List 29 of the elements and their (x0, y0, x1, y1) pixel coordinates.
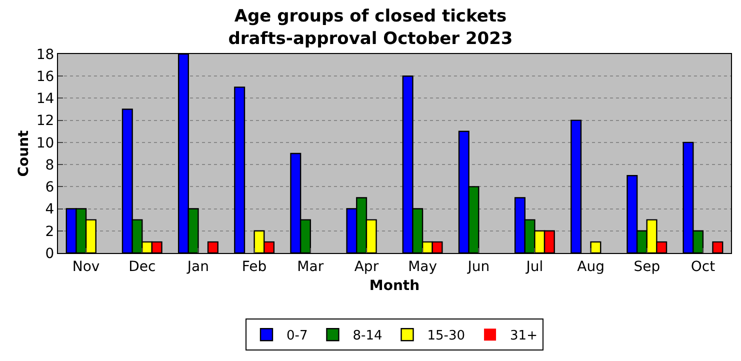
legend-label: 15-30 (427, 328, 466, 344)
x-tick-label: Feb (242, 258, 267, 275)
y-tick-label: 0 (45, 246, 54, 262)
y-tick-label: 10 (36, 135, 54, 152)
x-tick-label: Nov (72, 258, 100, 275)
x-tick-label: Apr (354, 258, 379, 275)
x-tick-label: May (408, 258, 438, 275)
chart-title: Age groups of closed tickets drafts-approval October 2023 (228, 6, 513, 49)
x-tick-label: Aug (577, 258, 604, 275)
y-tick-label: 8 (45, 157, 54, 174)
x-tick-label: Jun (466, 258, 490, 275)
x-tick-label: Jan (186, 258, 210, 275)
y-axis-title: Count (16, 130, 32, 177)
x-axis-title: Month (369, 278, 420, 294)
legend-label: 31+ (510, 328, 538, 344)
y-tick-label: 2 (45, 224, 54, 240)
legend-label: 8-14 (352, 328, 382, 344)
y-tick-label: 6 (45, 180, 54, 196)
legend-label: 0-7 (286, 328, 308, 344)
x-tick-label: Oct (690, 258, 716, 275)
y-tick-label: 14 (36, 91, 54, 108)
x-tick-label: Mar (297, 258, 324, 275)
y-tick-label: 16 (36, 69, 54, 86)
x-tick-label: Dec (128, 258, 156, 275)
y-tick-label: 12 (36, 113, 54, 130)
y-tick-label: 18 (36, 46, 54, 63)
x-tick-label: Jul (525, 258, 544, 275)
y-tick-label: 4 (45, 202, 54, 218)
x-tick-label: Sep (634, 258, 660, 275)
